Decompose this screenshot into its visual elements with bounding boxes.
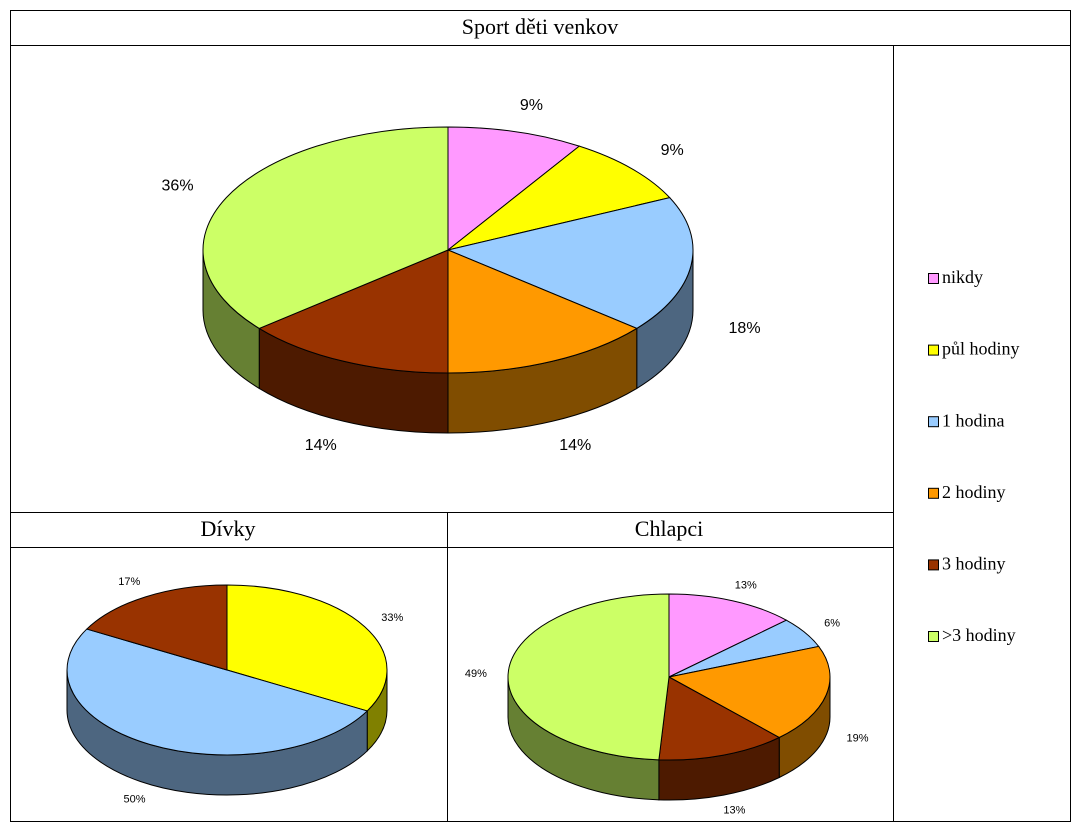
data-label: 33%: [381, 612, 403, 624]
data-label: 13%: [735, 579, 757, 591]
data-label: 19%: [847, 733, 869, 745]
data-label: 49%: [465, 668, 487, 680]
pie-tops: [507, 593, 831, 761]
legend-label: 3 hodiny: [942, 554, 1006, 574]
legend-swatch: [928, 416, 939, 428]
data-label: 13%: [723, 805, 745, 817]
data-label: 9%: [661, 142, 684, 159]
pie-slice: [202, 126, 449, 329]
data-label: 36%: [162, 177, 194, 194]
legend-label: >3 hodiny: [942, 625, 1016, 645]
legend-label: nikdy: [942, 267, 983, 287]
pie-slice: [447, 126, 581, 252]
pie-slice: [667, 645, 831, 739]
pie-slice: [226, 584, 388, 712]
pie-slice: [85, 584, 228, 671]
legend-swatch: [928, 559, 939, 571]
pie-tops: [66, 584, 388, 756]
legend-swatch: [928, 273, 939, 284]
data-label: 50%: [123, 793, 145, 805]
data-label: 14%: [305, 437, 337, 454]
table-border: [10, 10, 1071, 822]
pie-tops: [202, 126, 694, 374]
legend-swatch: [928, 487, 939, 499]
legend-swatch: [928, 631, 939, 642]
pie-sides: [202, 249, 694, 434]
pie-slice: [507, 593, 670, 761]
data-label: 6%: [824, 618, 840, 630]
pie-slice: [258, 249, 449, 374]
pie-slice: [66, 628, 369, 756]
pie-slice: [658, 676, 781, 761]
pie-slice: [446, 197, 694, 329]
chart-title: Sport děti venkov: [462, 14, 618, 39]
data-label: 9%: [520, 97, 543, 114]
legend-label: půl hodiny: [942, 339, 1020, 359]
pie-slice: [447, 145, 671, 251]
chart-title: Dívky: [201, 516, 256, 541]
legend-label: 2 hodiny: [942, 482, 1006, 502]
data-label: 18%: [729, 320, 761, 337]
data-label: 17%: [118, 576, 140, 588]
pie-slice: [447, 249, 638, 374]
legend-label: 1 hodina: [942, 410, 1005, 430]
chart-title: Chlapci: [635, 516, 703, 541]
legend-swatch: [928, 344, 939, 356]
data-label: 14%: [559, 437, 591, 454]
pie-slice: [668, 593, 788, 678]
